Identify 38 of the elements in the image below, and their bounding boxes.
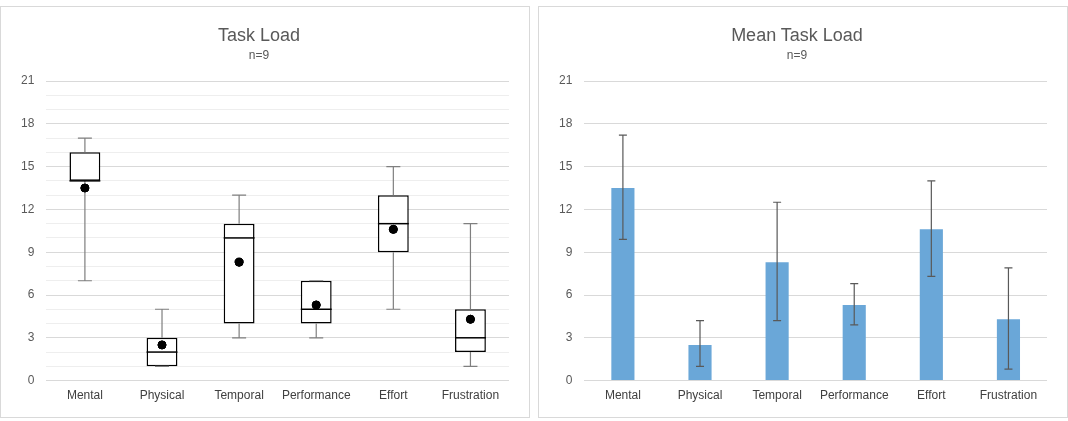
y-tick-label: 18 — [558, 116, 573, 131]
y-tick-label: 6 — [565, 287, 573, 302]
bar — [842, 304, 866, 381]
y-tick-label: 12 — [558, 201, 573, 216]
chart-subtitle: n=9 — [248, 48, 270, 63]
bar — [765, 262, 789, 381]
x-tick-label: Physical — [139, 388, 185, 403]
x-tick-label: Performance — [281, 388, 351, 403]
x-tick-label: Effort — [379, 388, 409, 403]
x-tick-label: Performance — [819, 388, 889, 403]
bar — [919, 229, 943, 381]
y-tick-label: 18 — [20, 116, 35, 131]
y-tick-label: 21 — [20, 73, 35, 88]
bar — [688, 344, 712, 381]
y-tick-label: 12 — [20, 201, 35, 216]
y-tick-label: 15 — [558, 158, 573, 173]
y-tick-label: 3 — [565, 330, 573, 345]
x-tick-label: Mental — [604, 388, 641, 403]
y-tick-label: 15 — [20, 158, 35, 173]
y-tick-label: 9 — [565, 244, 573, 259]
y-tick-label: 21 — [558, 73, 573, 88]
x-tick-label: Temporal — [214, 388, 264, 403]
x-tick-label: Frustration — [441, 388, 500, 403]
x-tick-label: Frustration — [979, 388, 1038, 403]
chart-title: Mean Task Load — [731, 24, 863, 45]
x-tick-label: Mental — [66, 388, 103, 403]
y-tick-label: 9 — [27, 244, 35, 259]
bar — [611, 188, 635, 381]
chart-subtitle: n=9 — [786, 48, 808, 63]
y-tick-label: 0 — [27, 372, 35, 387]
y-tick-label: 3 — [27, 330, 35, 345]
y-tick-label: 0 — [565, 372, 573, 387]
x-tick-label: Effort — [917, 388, 947, 403]
x-tick-label: Physical — [677, 388, 723, 403]
x-tick-label: Temporal — [752, 388, 802, 403]
chart-title: Task Load — [217, 24, 301, 45]
y-tick-label: 6 — [27, 287, 35, 302]
bar — [996, 319, 1021, 381]
